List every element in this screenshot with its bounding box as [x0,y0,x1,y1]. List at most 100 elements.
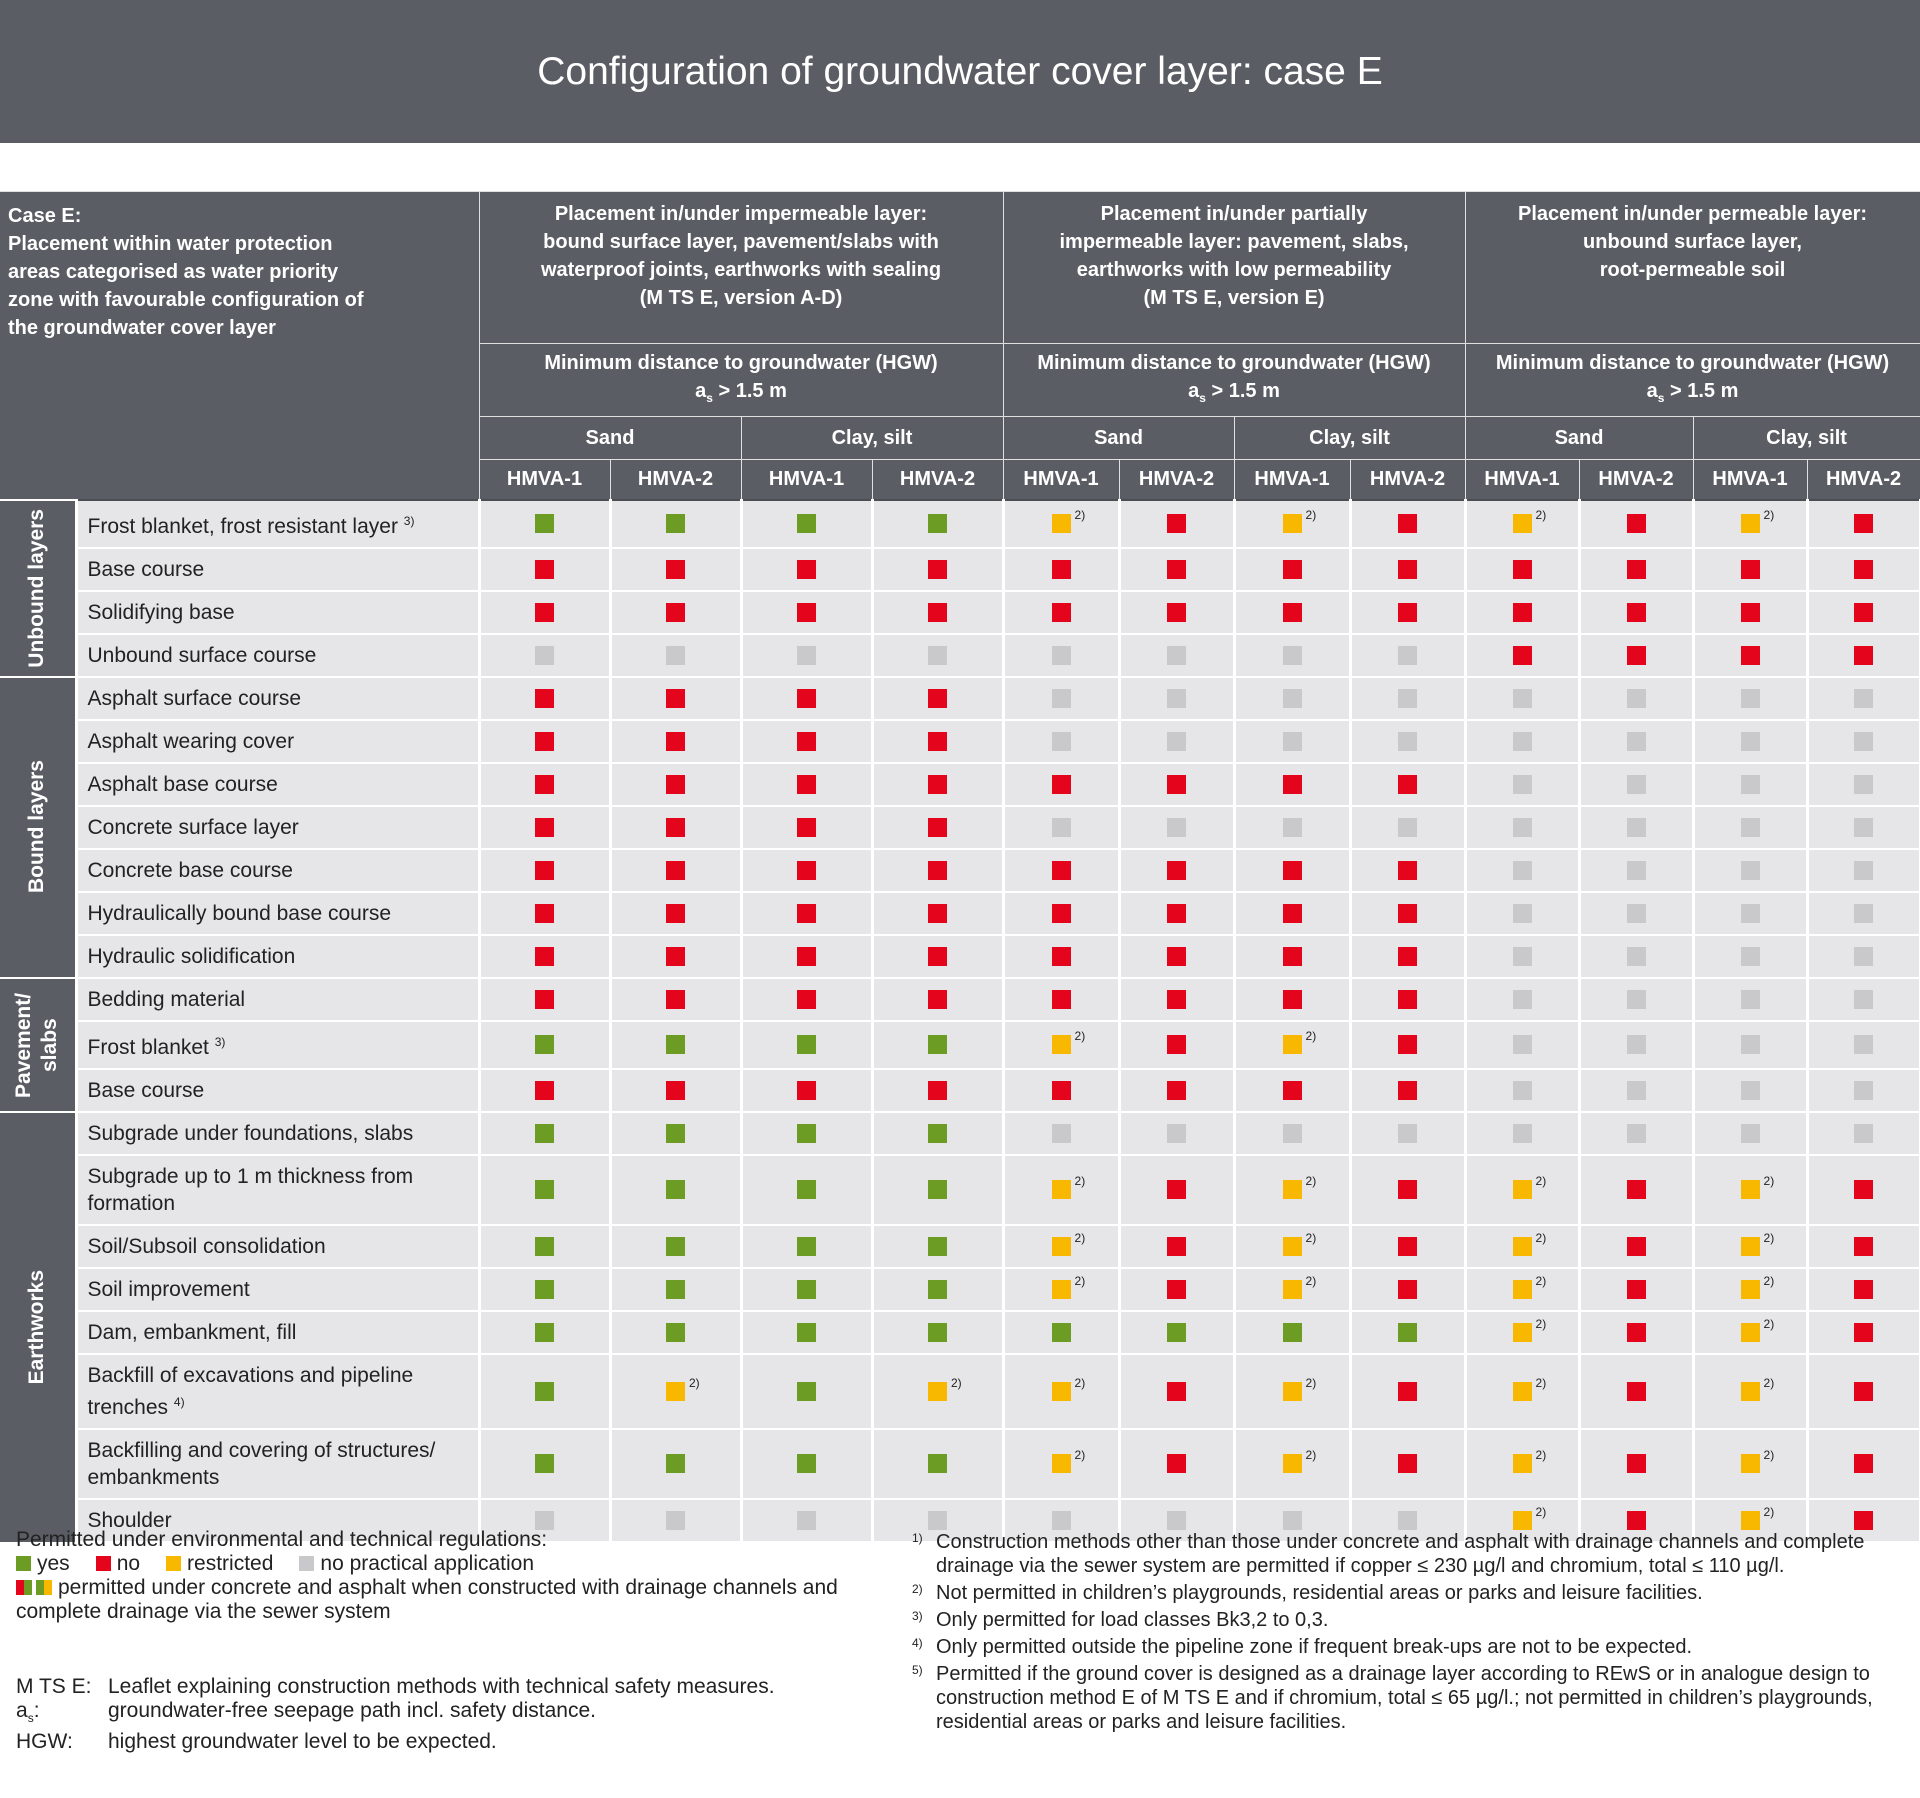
status-cell: 2) [1001,1223,1121,1269]
row-label: Hydraulically bound base course [87,901,392,925]
status [1167,514,1187,533]
footnote-ref: 2) [1535,508,1547,522]
status-square [797,1123,816,1143]
status-square [928,989,947,1009]
status-square [535,1123,554,1143]
status-cell [477,761,612,807]
status-cell [739,1427,874,1500]
status-square [1512,1279,1532,1299]
status [1282,817,1302,837]
status [797,1035,816,1054]
status-cell [870,804,1005,850]
status [1740,946,1760,966]
status-cell: 2) [1463,1153,1581,1226]
legend-item: no practical application [299,1552,534,1575]
status: 2) [1051,1174,1085,1199]
status-cell [1691,675,1809,721]
status [1398,731,1418,751]
status-cell [1348,804,1467,850]
status-cell [608,632,743,678]
status-square [1740,1035,1760,1054]
status [666,946,685,966]
status [535,1236,554,1256]
status [797,1322,816,1342]
status [797,1279,816,1299]
status-cell: 2) [1463,498,1581,549]
row-label-cell: Asphalt base course [74,761,481,807]
status-cell [1232,1110,1352,1156]
status [1282,559,1302,579]
status-cell [1001,976,1121,1022]
row-label: Base course [87,557,205,581]
status-square [1512,602,1532,622]
status-cell [1691,761,1809,807]
status [666,817,685,837]
status [1740,989,1760,1009]
status-cell [870,933,1005,979]
legend-label: yes [37,1552,70,1575]
status-square [1626,559,1646,579]
status [1626,1510,1646,1530]
status [797,688,816,708]
status-square [535,1381,554,1401]
soil: Sand [1464,416,1694,460]
status-square [797,602,816,622]
row-label-cell: Subgrade under foundations, slabs [74,1110,481,1156]
distance-condition: as > 1.5 m [1470,377,1916,412]
status [666,903,685,923]
status-square [1512,645,1532,665]
status-square [1626,1236,1646,1256]
status [1398,817,1418,837]
status-square [1051,1180,1071,1199]
status-square [1167,1322,1187,1342]
status [1167,1123,1187,1143]
product: HMVA-1 [1464,459,1580,500]
status [797,1180,816,1199]
status-cell [870,1223,1005,1269]
status [928,903,947,923]
status [666,1279,685,1299]
status [1282,1123,1302,1143]
status-cell [608,804,743,850]
status-square [666,1123,685,1143]
status [1167,1080,1187,1100]
row-label: Backfilling and covering of structures/ … [87,1438,436,1489]
status [535,1454,554,1473]
status-square [1051,1236,1071,1256]
status-square [1167,817,1187,837]
status [1167,1454,1187,1473]
status-cell [1001,675,1121,721]
status-cell [1577,761,1695,807]
row-label-cell: Base course [74,546,481,592]
status [666,602,685,622]
status-square [1854,946,1874,966]
row-label: Unbound surface course [87,643,317,667]
status-cell [1691,933,1809,979]
product: HMVA-1 [478,459,611,500]
status [535,774,554,794]
status-square [1740,1510,1760,1530]
status [797,989,816,1009]
status [928,1180,947,1199]
status-cell [1348,632,1467,678]
status: 2) [1051,1448,1085,1473]
status [928,559,947,579]
status: 2) [1282,1448,1316,1473]
status-square [1626,774,1646,794]
status-square [1626,602,1646,622]
status [1626,860,1646,880]
status [666,1510,685,1530]
status-square [1512,1080,1532,1100]
status-cell: 2) [608,1352,743,1430]
status-cell [1463,976,1581,1022]
status-cell [1577,1427,1695,1500]
status-cell [1001,1497,1121,1543]
status [1626,817,1646,837]
status [797,559,816,579]
status-square [928,860,947,880]
status-square [1854,1180,1874,1199]
status-cell [1577,847,1695,893]
status: 2) [1512,1505,1546,1530]
status-square [1740,1123,1760,1143]
status-square [1167,860,1187,880]
